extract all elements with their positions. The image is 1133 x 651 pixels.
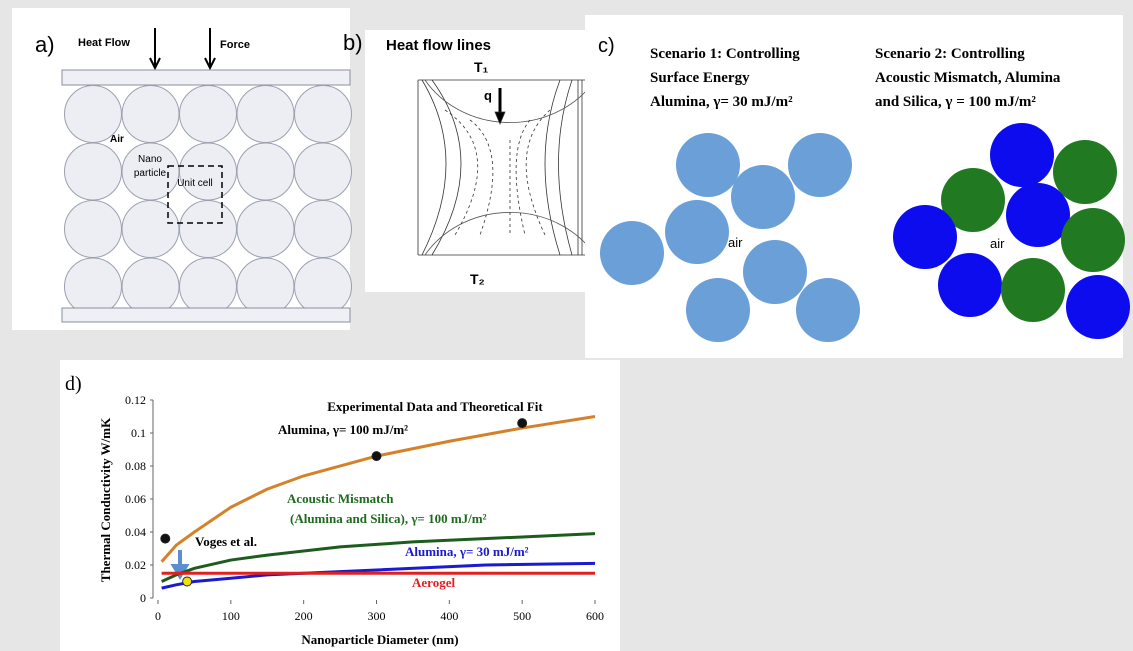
particle xyxy=(295,201,352,258)
particle xyxy=(1061,208,1125,272)
label: Nano xyxy=(138,154,162,165)
annotation: Acoustic Mismatch xyxy=(287,491,394,506)
plate xyxy=(62,70,350,85)
page: a) Heat Flow Force Air Nano particle Uni… xyxy=(0,0,1133,651)
annotation: Voges et al. xyxy=(195,534,257,549)
particle xyxy=(676,133,740,197)
y-tick-label: 0.08 xyxy=(125,459,146,473)
y-axis-title: Thermal Conductivity W/mK xyxy=(98,417,113,582)
particle xyxy=(665,200,729,264)
panel-label: c) xyxy=(598,35,615,57)
particle xyxy=(237,86,294,143)
label: Scenario 2: Controlling xyxy=(875,46,1025,62)
y-tick-label: 0.04 xyxy=(125,525,146,539)
particle xyxy=(686,278,750,342)
particle xyxy=(295,86,352,143)
particle xyxy=(65,143,122,200)
annotation: Alumina, γ= 30 mJ/m² xyxy=(405,544,529,559)
label: and Silica, γ = 100 mJ/m² xyxy=(875,94,1036,110)
panel-label: a) xyxy=(35,32,55,57)
label: T₂ xyxy=(470,271,485,287)
particle xyxy=(743,240,807,304)
annotation: Alumina, γ= 100 mJ/m² xyxy=(278,422,408,437)
particle xyxy=(938,253,1002,317)
x-axis-title: Nanoparticle Diameter (nm) xyxy=(301,632,458,647)
x-tick-label: 200 xyxy=(295,609,313,623)
y-tick-label: 0.1 xyxy=(131,426,146,440)
particle xyxy=(1001,258,1065,322)
x-tick-label: 400 xyxy=(440,609,458,623)
label: Air xyxy=(110,134,124,145)
particle xyxy=(237,143,294,200)
particle xyxy=(180,86,237,143)
particle xyxy=(1066,275,1130,339)
particle xyxy=(180,258,237,315)
particle xyxy=(180,201,237,258)
particle xyxy=(122,86,179,143)
x-tick-label: 500 xyxy=(513,609,531,623)
particle xyxy=(295,143,352,200)
data-point xyxy=(372,452,381,461)
particle xyxy=(1053,140,1117,204)
y-tick-label: 0.02 xyxy=(125,558,146,572)
label: air xyxy=(990,236,1005,251)
label: Force xyxy=(220,39,250,51)
x-tick-label: 0 xyxy=(155,609,161,623)
label: Heat Flow xyxy=(78,37,130,49)
label: Acoustic Mismatch, Alumina xyxy=(875,70,1061,86)
particle xyxy=(237,258,294,315)
y-tick-label: 0.06 xyxy=(125,492,146,506)
label: air xyxy=(728,235,743,250)
particle xyxy=(295,258,352,315)
x-tick-label: 600 xyxy=(586,609,604,623)
label: Heat flow lines xyxy=(386,37,491,54)
particle xyxy=(788,133,852,197)
label: Unit cell xyxy=(177,178,213,189)
annotation: Aerogel xyxy=(412,575,455,590)
x-tick-label: 100 xyxy=(222,609,240,623)
panel-label: d) xyxy=(65,373,82,395)
label: Alumina, γ= 30 mJ/m² xyxy=(650,94,793,110)
label: T₁ xyxy=(474,59,489,75)
particle xyxy=(600,221,664,285)
particle xyxy=(1006,183,1070,247)
particle xyxy=(122,258,179,315)
y-tick-label: 0.12 xyxy=(125,393,146,407)
particle xyxy=(180,143,237,200)
particle xyxy=(796,278,860,342)
label: Surface Energy xyxy=(650,70,750,86)
x-tick-label: 300 xyxy=(368,609,386,623)
y-tick-label: 0 xyxy=(140,591,146,605)
annotation: Experimental Data and Theoretical Fit xyxy=(327,399,543,414)
figure: a) Heat Flow Force Air Nano particle Uni… xyxy=(0,0,1133,651)
label: particle xyxy=(134,168,167,179)
plate xyxy=(62,308,350,322)
data-point xyxy=(518,419,527,428)
particle xyxy=(65,258,122,315)
particle xyxy=(990,123,1054,187)
panel-label: b) xyxy=(343,30,363,55)
label: Scenario 1: Controlling xyxy=(650,46,800,62)
particle xyxy=(893,205,957,269)
data-point xyxy=(161,534,170,543)
particle xyxy=(731,165,795,229)
particle xyxy=(237,201,294,258)
label: q xyxy=(484,88,492,103)
particle xyxy=(65,201,122,258)
particle xyxy=(122,201,179,258)
data-point xyxy=(183,577,192,586)
annotation: (Alumina and Silica), γ= 100 mJ/m² xyxy=(290,511,487,526)
